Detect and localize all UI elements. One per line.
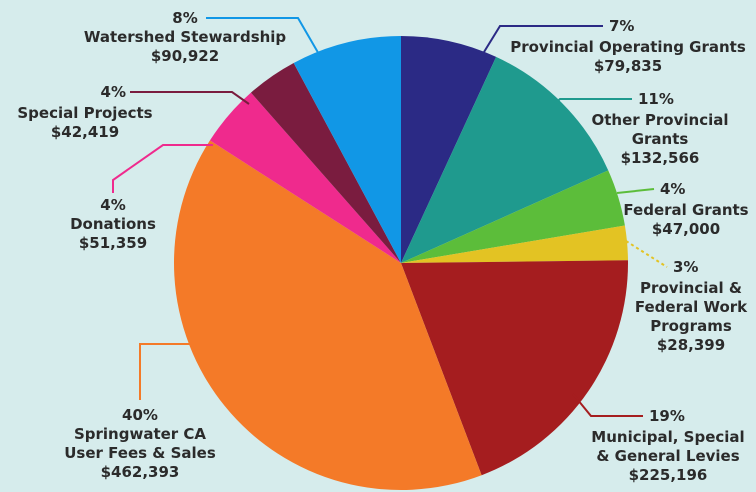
pie-slice-9 — [293, 36, 401, 263]
percent-label: 4% — [100, 196, 125, 214]
pie-slice-8 — [250, 62, 401, 263]
leader-line-7 — [112, 144, 213, 193]
slice-label-1: Provincial Operating Grants $79,835 — [510, 38, 746, 75]
leader-lines — [112, 17, 668, 417]
pie-slices — [173, 36, 628, 491]
amount-label: $225,196 — [629, 466, 708, 484]
percent-label-1: 7% — [609, 17, 634, 35]
slice-label-9: 8% Watershed Stewardship $90,922 — [84, 9, 287, 65]
category-label: Other Provincial — [592, 111, 729, 129]
leader-line-1 — [483, 25, 603, 53]
amount-label: $462,393 — [101, 463, 180, 481]
percent-label-5: 19% — [649, 407, 685, 425]
amount-label: $28,399 — [657, 336, 725, 354]
percent-label-4: 3% — [673, 258, 698, 276]
pie-slice-3 — [401, 170, 625, 263]
category-label: Programs — [650, 317, 732, 335]
slice-label-6: 40% Springwater CA User Fees & Sales $462,3… — [64, 406, 216, 481]
category-label: Federal Work — [635, 298, 748, 316]
slice-label-8: Special Projects $42,419 — [17, 104, 152, 141]
category-label: Grants — [632, 130, 689, 148]
pie-slice-6 — [173, 140, 482, 491]
pie-slice-1 — [401, 36, 497, 263]
percent-label-3: 4% — [660, 180, 685, 198]
category-label: Municipal, Special — [591, 428, 744, 446]
pie-slice-7 — [209, 92, 401, 263]
amount-label: $90,922 — [151, 47, 219, 65]
slice-label-4: Provincial & Federal Work Programs $28,399 — [635, 279, 748, 354]
leader-line-2 — [550, 98, 632, 108]
category-label: Provincial & — [640, 279, 742, 297]
slice-labels: 7% Provincial Operating Grants $79,835 11% O… — [17, 9, 748, 484]
category-label: Watershed Stewardship — [84, 28, 287, 46]
pie-slice-5 — [401, 260, 628, 476]
pie-slice-2 — [401, 56, 609, 263]
percent-label: 8% — [172, 9, 197, 27]
category-label: Special Projects — [17, 104, 152, 122]
amount-label: $79,835 — [594, 57, 662, 75]
amount-label: $132,566 — [621, 149, 700, 167]
percent-label-2: 11% — [638, 90, 674, 108]
leader-line-8 — [130, 91, 250, 105]
leader-line-4 — [625, 240, 668, 268]
slice-label-7: 4% Donations $51,359 — [70, 196, 156, 252]
category-label: & General Levies — [596, 447, 739, 465]
category-label: User Fees & Sales — [64, 444, 216, 462]
leader-line-5 — [572, 393, 643, 417]
percent-label-8: 4% — [101, 83, 126, 101]
category-label: Donations — [70, 215, 156, 233]
amount-label: $47,000 — [652, 220, 720, 238]
pie-slice-4 — [401, 225, 628, 263]
amount-label: $42,419 — [51, 123, 119, 141]
leader-line-6 — [139, 343, 201, 400]
category-label: Provincial Operating Grants — [510, 38, 746, 56]
leader-line-9 — [206, 17, 321, 57]
percent-label: 40% — [122, 406, 158, 424]
category-label: Springwater CA — [74, 425, 206, 443]
category-label: Federal Grants — [623, 201, 748, 219]
slice-label-3: Federal Grants $47,000 — [623, 201, 748, 238]
slice-label-5: Municipal, Special & General Levies $225,1… — [591, 428, 744, 484]
slice-label-2: Other Provincial Grants $132,566 — [592, 111, 729, 167]
amount-label: $51,359 — [79, 234, 147, 252]
leader-line-3 — [616, 188, 655, 194]
